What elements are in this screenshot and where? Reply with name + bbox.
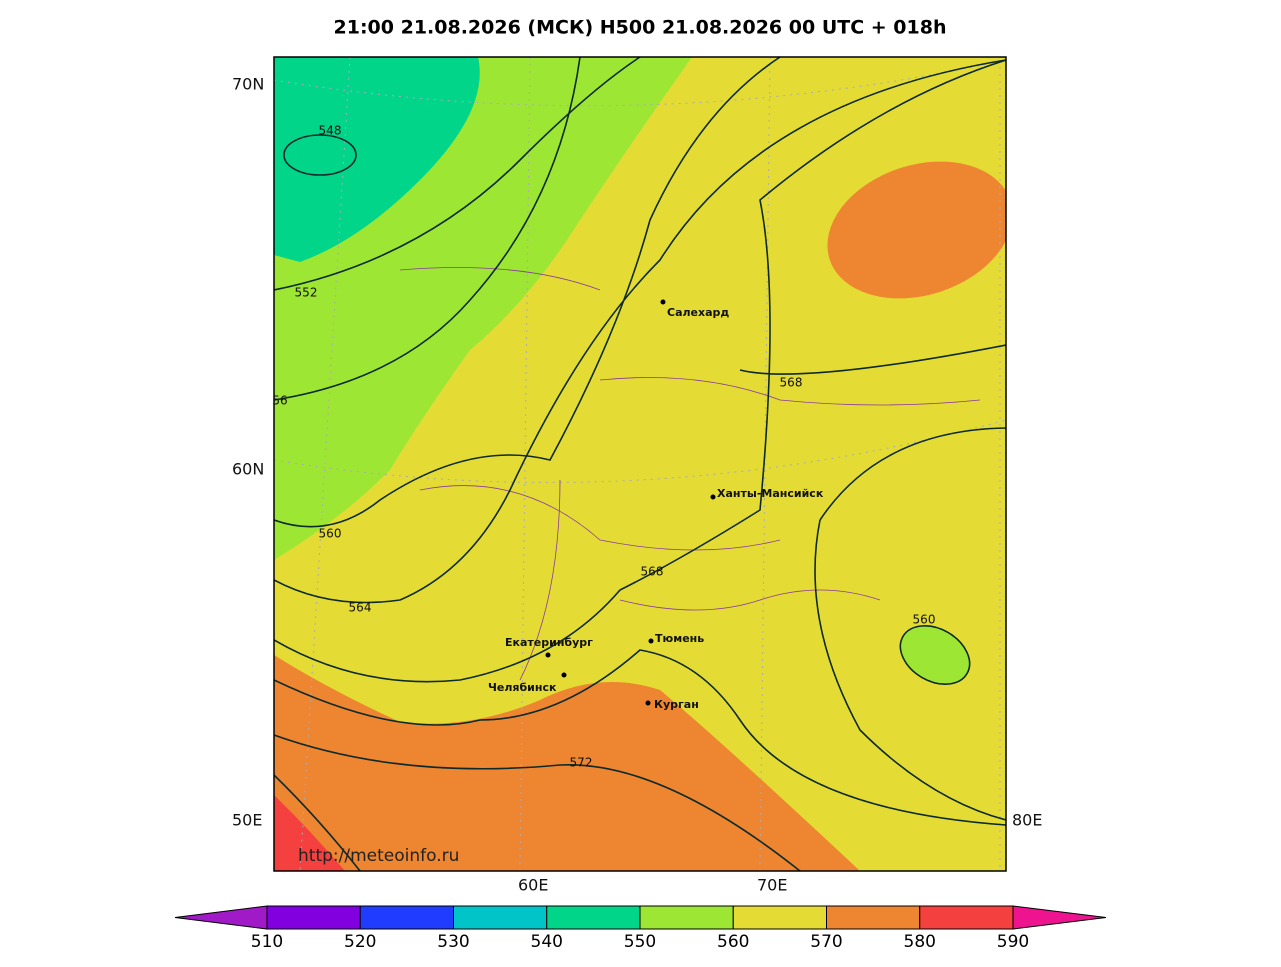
contour-label: 548 xyxy=(319,124,342,138)
lat-label: 70N xyxy=(232,75,264,94)
colorbar-label: 560 xyxy=(717,932,749,952)
contour-label: 568 xyxy=(780,376,803,390)
lon-label: 50E xyxy=(232,811,262,830)
colorbar-label: 520 xyxy=(344,932,376,952)
cities: Салехард Ханты-Мансийск Екатеринбург Тюм… xyxy=(488,299,824,711)
colorbar-segment xyxy=(919,905,1014,930)
contour-label: 56 xyxy=(272,394,287,408)
lon-label: 60E xyxy=(518,876,548,895)
colorbar-label: 510 xyxy=(251,932,283,952)
colorbar-arrow xyxy=(174,905,268,930)
colorbar-label: 550 xyxy=(624,932,656,952)
colorbar-segment xyxy=(639,905,734,930)
map-field xyxy=(274,57,1006,871)
colorbar-segment xyxy=(732,905,827,930)
city: Тюмень xyxy=(655,632,704,645)
colorbar-segment xyxy=(546,905,641,930)
colorbar-label: 530 xyxy=(437,932,469,952)
title: 21:00 21.08.2026 (МСК) H500 21.08.2026 0… xyxy=(334,17,947,39)
map-frame xyxy=(273,56,1007,872)
colorbar-segment xyxy=(453,905,548,930)
colorbar-label: 540 xyxy=(531,932,563,952)
city: Курган xyxy=(654,698,699,711)
colorbar-label: 570 xyxy=(810,932,842,952)
colorbar-label: 580 xyxy=(904,932,936,952)
lat-label: 60N xyxy=(232,460,264,479)
contour-label: 560 xyxy=(319,527,342,541)
contour-label: 564 xyxy=(349,601,372,615)
lon-label: 80E xyxy=(1012,811,1042,830)
city: Ханты-Мансийск xyxy=(717,487,824,500)
geo-labels: 70N 60N 50E 80E 60E 70E xyxy=(232,75,1042,895)
city: Салехард xyxy=(667,306,729,319)
source-url: http://meteoinfo.ru xyxy=(298,846,459,866)
colorbar-segment xyxy=(826,905,921,930)
colorbar-segment xyxy=(266,905,361,930)
contour-label: 552 xyxy=(295,286,318,300)
contour-label: 560 xyxy=(913,613,936,627)
contour-label: 572 xyxy=(570,756,593,770)
colorbar: 510 520 530 540 550 560 570 580 590 xyxy=(174,905,1107,952)
city: Челябинск xyxy=(488,681,557,694)
lon-label: 70E xyxy=(757,876,787,895)
city: Екатеринбург xyxy=(505,636,593,649)
contour-labels: 548 552 56 560 564 568 568 572 560 xyxy=(272,124,935,770)
colorbar-segment xyxy=(359,905,454,930)
contour-label: 568 xyxy=(641,565,664,579)
colorbar-arrow xyxy=(1012,905,1107,930)
colorbar-label: 590 xyxy=(997,932,1029,952)
